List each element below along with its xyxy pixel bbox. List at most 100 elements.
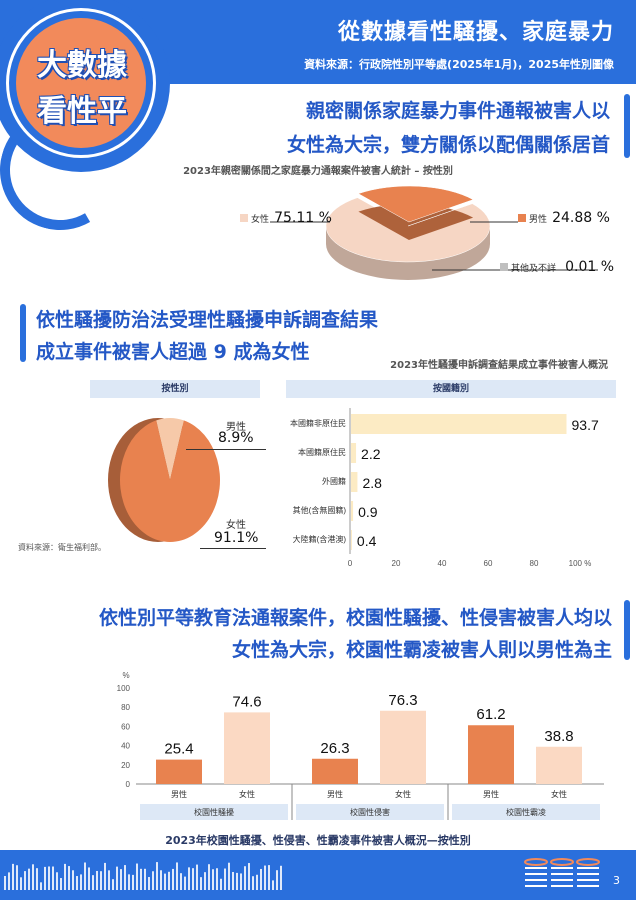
vbar-bar-category: 男性 xyxy=(327,789,343,799)
pie2-male-name: 男性 xyxy=(226,422,246,433)
wave-bar xyxy=(216,868,218,890)
legend-swatch-female xyxy=(240,213,248,222)
vbar-bar-category: 男性 xyxy=(171,789,187,799)
wave-bar xyxy=(196,864,198,890)
vbar-y-tick: 20 xyxy=(121,761,130,770)
wave-bar xyxy=(92,875,94,890)
hbar-value-label: 0.9 xyxy=(358,504,378,520)
wave-bar xyxy=(172,868,174,890)
vbar-group-label: 校園性霸凌 xyxy=(506,807,546,817)
wave-bar xyxy=(232,872,234,890)
pie1-label-male: 男性 24.88 % xyxy=(518,207,610,226)
wave-bar xyxy=(88,867,90,890)
wave-bar xyxy=(60,878,62,890)
wave-bar xyxy=(132,874,134,890)
section2-source-note: 資料來源：衛生福利部。 xyxy=(18,543,106,552)
wave-bar xyxy=(156,862,158,890)
wave-bar xyxy=(112,879,114,890)
vbar-bar-category: 男性 xyxy=(483,789,499,799)
wave-bar xyxy=(56,872,58,890)
hbar-bar xyxy=(351,443,357,463)
wave-bar xyxy=(80,874,82,890)
pie2-male-leader xyxy=(186,449,266,450)
pie1-other-name: 其他及不詳 xyxy=(511,264,557,274)
pie1-female-name: 女性 xyxy=(251,215,270,225)
section3-heading: 依性別平等教育法通報案件，校園性騷擾、性侵害被害人均以 女性為大宗，校園性霸凌被… xyxy=(99,602,612,666)
pie2-slice-1 xyxy=(120,420,220,542)
pie2-male-value: 8.9% xyxy=(218,430,254,446)
section2-heading-line2: 成立事件被害人超過 9 成為女性 xyxy=(36,341,310,363)
wave-bar xyxy=(148,877,150,890)
hbar-value-label: 0.4 xyxy=(357,533,377,549)
wave-bar xyxy=(16,865,18,890)
badge-logo: 大數據 看性平 xyxy=(0,0,170,172)
section1-accent xyxy=(624,94,630,158)
coin-stack-icon xyxy=(524,858,600,887)
vbar-value-label: 61.2 xyxy=(476,706,505,723)
vbar-group-band xyxy=(140,804,288,820)
wave-bar xyxy=(168,871,170,890)
section3-chart-title: 2023年校園性騷擾、性侵害、性霸凌事件被害人概況—按性別 xyxy=(165,834,471,847)
wave-bar xyxy=(164,873,166,890)
pie1-slice-2 xyxy=(407,203,473,227)
wave-bar xyxy=(76,876,78,890)
wave-bar xyxy=(192,868,194,890)
hbar-value-label: 2.2 xyxy=(361,446,381,462)
section3-heading-line2: 女性為大宗，校園性霸凌被害人則以男性為主 xyxy=(231,639,612,661)
pie1-label-female: 女性 75.11 % xyxy=(240,207,332,226)
pie1-male-value: 24.88 % xyxy=(552,210,610,226)
wave-bar xyxy=(208,864,210,890)
hbar-bar xyxy=(351,414,567,434)
vbar-y-tick: 80 xyxy=(121,703,130,712)
vbar-bar xyxy=(224,712,270,784)
wave-bar xyxy=(100,871,102,890)
wave-bar xyxy=(48,866,50,890)
legend-swatch-other xyxy=(500,262,508,271)
pie2-slice-0 xyxy=(156,418,184,480)
pie-chart-dv xyxy=(270,185,598,280)
vbar-bar xyxy=(468,725,514,784)
section2-heading-line1: 依性騷擾防治法受理性騷擾申訴調查結果 xyxy=(36,309,379,331)
vbar-bar xyxy=(536,746,582,784)
wave-bar xyxy=(244,866,246,890)
hbar-tick-label: 40 xyxy=(438,559,447,568)
hbar-tick-label: 100 % xyxy=(569,559,592,568)
wave-bar xyxy=(64,863,66,890)
section1-heading-line1: 親密關係家庭暴力事件通報被害人以 xyxy=(305,100,610,122)
wave-bar xyxy=(280,865,282,890)
hbar-tick-label: 0 xyxy=(348,559,353,568)
vbar-bar-category: 女性 xyxy=(239,789,255,799)
wave-bar xyxy=(184,876,186,890)
wave-bar xyxy=(68,866,70,890)
pie2-female-value: 91.1% xyxy=(214,530,259,546)
bar-chart-nationality: 本國籍非原住民 93.7 本國籍原住民 2.2 外國籍 2.8 其他(含無國籍) 0.9 大陸籍… xyxy=(290,408,599,568)
wave-bar xyxy=(32,864,34,890)
vbar-group-label: 校園性侵害 xyxy=(350,807,390,817)
hbar-bar xyxy=(351,530,352,550)
vbar-y-tick: 40 xyxy=(121,742,130,751)
pie2-female-name: 女性 xyxy=(226,520,246,531)
legend-swatch-male xyxy=(518,213,526,222)
wave-bar xyxy=(152,871,154,890)
vbar-bar-category: 女性 xyxy=(551,789,567,799)
wave-bar xyxy=(20,877,22,890)
vbar-value-label: 25.4 xyxy=(164,741,193,758)
pie1-female-value: 75.11 % xyxy=(274,210,332,226)
wave-bar xyxy=(252,876,254,890)
page-source: 資料來源：行政院性別平等處(2025年1月)，2025年性別圖像 xyxy=(304,58,614,71)
hbar-tick-label: 20 xyxy=(392,559,401,568)
badge-ring xyxy=(6,8,156,158)
wave-bar xyxy=(144,868,146,890)
page-number: 3 xyxy=(613,874,620,887)
vbar-bar xyxy=(156,759,202,784)
wave-bar xyxy=(116,866,118,890)
wave-bar xyxy=(36,868,38,890)
vbar-y-unit: % xyxy=(122,671,129,680)
hbar-value-label: 93.7 xyxy=(572,417,599,433)
pie1-side-wall xyxy=(326,226,490,280)
wave-bar xyxy=(240,873,242,890)
wave-bar xyxy=(160,870,162,890)
vbar-bar xyxy=(312,758,358,784)
hbar-category-label: 本國籍原住民 xyxy=(298,447,346,457)
wave-bar xyxy=(220,878,222,890)
